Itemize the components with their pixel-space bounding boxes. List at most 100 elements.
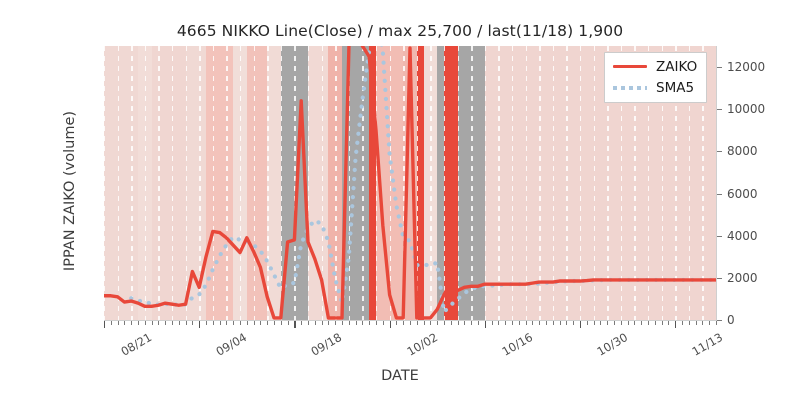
background-band xyxy=(206,46,234,320)
x-tick-minor xyxy=(151,321,153,325)
y-tick xyxy=(717,67,722,69)
background-band xyxy=(444,46,451,320)
gridline xyxy=(240,46,242,320)
legend-label-zaiko: ZAIKO xyxy=(656,58,698,75)
x-tick-minor xyxy=(566,321,568,325)
x-tick-major xyxy=(484,321,487,328)
gridline xyxy=(158,46,160,320)
x-tick-major xyxy=(389,321,391,328)
gridline xyxy=(675,46,677,320)
legend-item-zaiko[interactable]: ZAIKO xyxy=(613,58,697,75)
background-band xyxy=(450,46,458,320)
background-band xyxy=(151,46,186,320)
x-tick-minor xyxy=(267,321,269,325)
gridline xyxy=(348,46,351,320)
x-tick-minor xyxy=(525,321,527,325)
chart-legend[interactable]: ZAIKO SMA5 xyxy=(604,52,708,103)
x-tick-minor xyxy=(158,321,160,325)
x-tick-minor xyxy=(512,321,513,325)
x-tick-minor xyxy=(688,321,690,325)
x-tick-minor xyxy=(253,321,255,325)
gridline xyxy=(131,46,133,320)
background-band xyxy=(437,46,444,320)
gridline xyxy=(294,46,296,320)
x-axis-ticks xyxy=(104,321,717,329)
gridline xyxy=(566,46,568,320)
y-tick xyxy=(717,320,722,321)
gridline xyxy=(498,46,500,320)
y-axis-label: IPPAN ZAIKO (volume) xyxy=(62,110,78,272)
x-tick-minor xyxy=(654,321,656,325)
background-band xyxy=(369,46,376,320)
x-tick-minor xyxy=(450,321,452,325)
gridline xyxy=(144,46,147,320)
background-band xyxy=(233,46,247,320)
x-tick-minor xyxy=(342,321,343,325)
gridline xyxy=(253,46,255,320)
x-tick-minor xyxy=(491,321,493,325)
x-tick-minor xyxy=(219,321,221,325)
x-tick-minor xyxy=(355,321,357,325)
y-tick xyxy=(717,235,722,237)
gridline xyxy=(335,46,337,320)
x-tick-minor xyxy=(634,321,636,325)
x-tick-minor xyxy=(233,321,235,325)
gridline xyxy=(376,46,378,320)
gridline xyxy=(648,46,650,320)
x-tick-minor xyxy=(328,321,330,325)
x-tick-minor xyxy=(382,321,384,325)
legend-label-sma5: SMA5 xyxy=(656,79,695,96)
x-tick-minor xyxy=(192,321,194,325)
x-tick-minor xyxy=(471,321,473,325)
x-tick-minor xyxy=(144,321,146,325)
y-tick-label: 2000 xyxy=(727,270,758,285)
y-tick-label: 12000 xyxy=(727,60,766,75)
x-tick-minor xyxy=(240,321,241,325)
y-tick-label: 8000 xyxy=(727,144,758,159)
x-tick-minor xyxy=(212,321,214,325)
x-tick-minor xyxy=(464,321,466,325)
x-tick-minor xyxy=(308,321,309,325)
x-tick-minor xyxy=(586,321,588,325)
x-tick-minor xyxy=(110,321,112,325)
x-tick-major xyxy=(580,321,582,328)
gridline xyxy=(362,46,364,320)
x-tick-minor xyxy=(607,321,609,325)
x-tick-minor xyxy=(138,321,139,325)
x-tick-minor xyxy=(518,321,520,325)
x-tick-minor xyxy=(539,321,541,325)
gridline xyxy=(104,46,106,320)
x-tick-minor xyxy=(614,321,615,325)
x-tick-minor xyxy=(641,321,643,325)
x-tick-major xyxy=(675,321,677,328)
x-tick-minor xyxy=(552,321,554,325)
y-tick-label: 10000 xyxy=(727,102,766,117)
gridline xyxy=(552,46,555,320)
gridline xyxy=(634,46,636,320)
x-tick-minor xyxy=(369,321,371,325)
x-tick-minor xyxy=(410,321,411,325)
x-tick-minor xyxy=(287,321,289,325)
gridline xyxy=(484,46,487,320)
gridline xyxy=(321,46,323,320)
legend-swatch-sma5 xyxy=(613,82,647,93)
y-tick xyxy=(717,151,722,153)
x-tick-minor xyxy=(321,321,323,325)
legend-item-sma5[interactable]: SMA5 xyxy=(613,79,697,96)
x-tick-minor xyxy=(505,321,507,325)
x-tick-minor xyxy=(648,321,649,325)
y-tick-label: 6000 xyxy=(727,186,758,201)
y-tick xyxy=(717,277,722,279)
x-tick-minor xyxy=(260,321,262,325)
x-tick-minor xyxy=(348,321,350,325)
x-tick-minor xyxy=(376,321,377,325)
gridline xyxy=(308,46,310,320)
x-tick-minor xyxy=(478,321,479,325)
gridline xyxy=(457,46,459,320)
x-tick-minor xyxy=(274,321,275,325)
x-tick-minor xyxy=(301,321,303,325)
x-tick-label: 08/21 xyxy=(118,330,155,359)
x-tick-label: 10/16 xyxy=(499,330,535,359)
gridline xyxy=(212,46,215,320)
gridline xyxy=(430,46,432,320)
